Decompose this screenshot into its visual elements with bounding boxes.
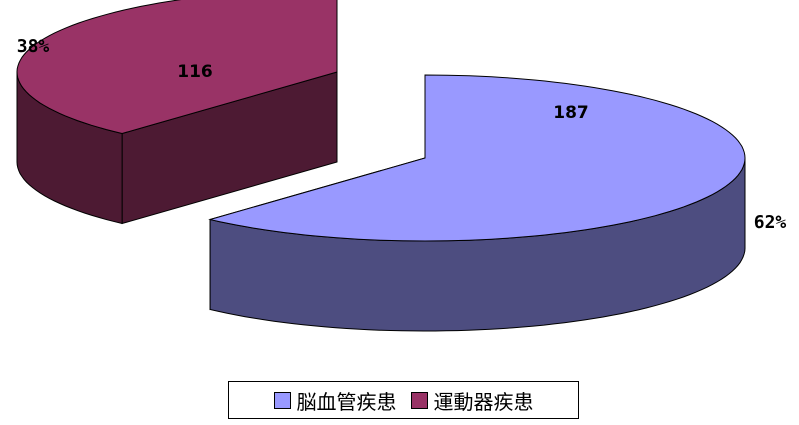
data-label-locomotor: 116 [177, 62, 213, 82]
slice-cerebrovascular-top [208, 74, 746, 242]
slice-locomotor [16, 0, 338, 225]
slice-cerebrovascular [208, 74, 746, 332]
chart-legend: 脳血管疾患 運動器疾患 [228, 381, 579, 419]
legend-label-cerebrovascular: 脳血管疾患 [296, 389, 397, 414]
percent-label-cerebrovascular: 62% [754, 212, 787, 233]
percent-label-locomotor: 38% [17, 36, 50, 57]
legend-item-locomotor: 運動器疾患 [410, 386, 534, 415]
legend-swatch-cerebrovascular [273, 391, 291, 409]
data-label-cerebrovascular: 187 [553, 103, 589, 123]
slice-locomotor-top [16, 0, 338, 135]
legend-swatch-locomotor [410, 391, 428, 409]
legend-item-cerebrovascular: 脳血管疾患 [273, 386, 397, 415]
legend-label-locomotor: 運動器疾患 [433, 389, 534, 414]
